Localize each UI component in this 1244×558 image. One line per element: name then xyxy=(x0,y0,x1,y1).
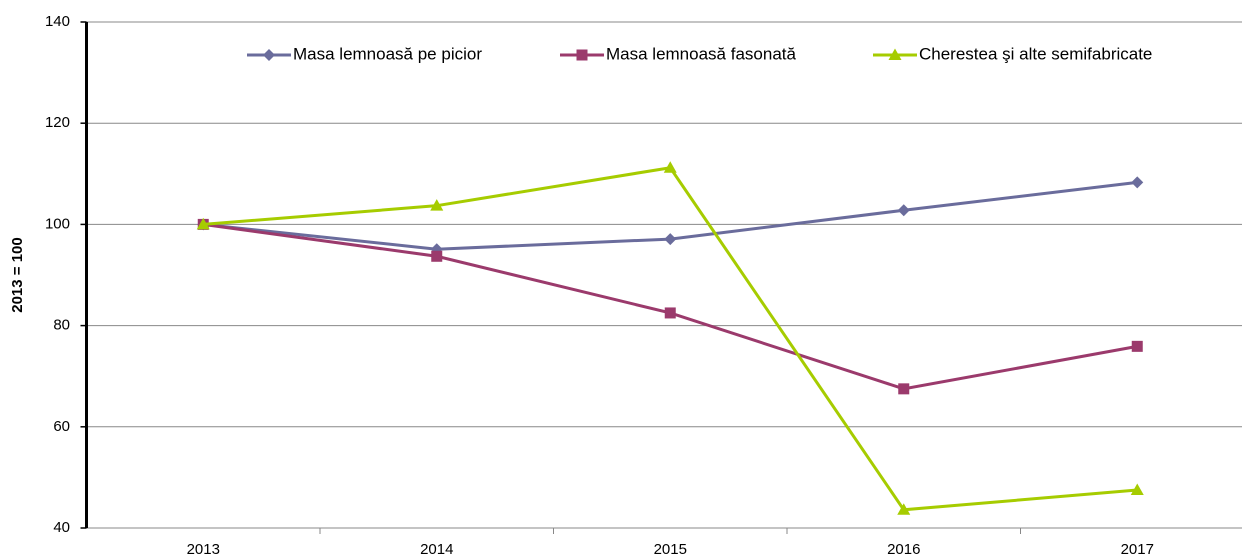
x-tick-label: 2014 xyxy=(420,541,453,558)
legend-text: Masa lemnoasă pe picior xyxy=(293,44,482,63)
y-tick-label: 140 xyxy=(45,13,70,30)
x-tick-label: 2015 xyxy=(654,541,687,558)
marker xyxy=(196,217,210,230)
y-tick-label: 100 xyxy=(45,215,70,232)
legend-text: Cherestea şi alte semifabricate xyxy=(919,44,1152,63)
marker xyxy=(888,48,902,60)
y-tick-label: 120 xyxy=(45,114,70,131)
x-tick-label: 2013 xyxy=(187,541,220,558)
x-tick-label: 2016 xyxy=(887,541,920,558)
marker xyxy=(664,307,676,319)
marker xyxy=(1131,340,1143,352)
y-axis-label: 2013 = 100 xyxy=(9,237,26,313)
marker xyxy=(263,49,275,61)
marker xyxy=(664,233,677,246)
y-tick-label: 60 xyxy=(53,418,70,435)
series-line xyxy=(203,222,1138,391)
marker xyxy=(897,204,910,217)
x-tick-label: 2017 xyxy=(1121,541,1154,558)
marker xyxy=(1130,483,1144,496)
marker xyxy=(898,383,910,395)
marker xyxy=(430,199,444,211)
marker xyxy=(1131,176,1144,189)
marker xyxy=(431,250,443,262)
y-tick-label: 80 xyxy=(53,317,70,334)
marker xyxy=(897,503,911,515)
legend-text: Masa lemnoasă fasonată xyxy=(606,44,796,63)
marker xyxy=(663,161,677,173)
series-line xyxy=(203,166,1138,512)
marker xyxy=(576,49,588,61)
y-tick-label: 40 xyxy=(53,519,70,536)
